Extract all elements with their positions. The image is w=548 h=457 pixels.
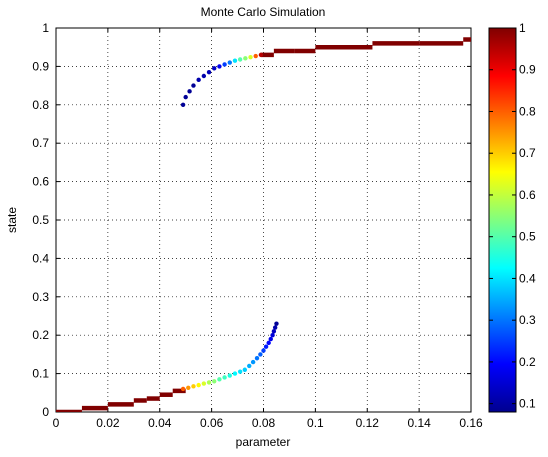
scatter-point bbox=[227, 60, 232, 65]
x-tick-label: 0.04 bbox=[148, 416, 172, 430]
scatter-point bbox=[206, 380, 212, 385]
grid-lines bbox=[56, 28, 471, 412]
colorbar-gradient bbox=[488, 27, 517, 413]
x-axis-label: parameter bbox=[236, 435, 291, 449]
y-tick-label: 0.2 bbox=[32, 328, 49, 342]
colorbar-ticks: 0.1 0.2 0.3 0.4 0.5 0.6 0.7 0.8 0.9 1 bbox=[489, 21, 536, 411]
scatter-point bbox=[232, 371, 238, 376]
scatter-point bbox=[201, 73, 207, 79]
scatter-point bbox=[242, 367, 248, 372]
colorbar-tick-label: 0.9 bbox=[519, 63, 536, 77]
scatter-point bbox=[258, 52, 264, 58]
colorbar-tick-label: 0.3 bbox=[519, 313, 536, 327]
y-tick-label: 0.4 bbox=[32, 251, 49, 265]
scatter-point bbox=[272, 325, 278, 330]
colorbar: 0.1 0.2 0.3 0.4 0.5 0.6 0.7 0.8 0.9 1 bbox=[488, 21, 536, 413]
scatter-point bbox=[222, 62, 227, 67]
x-axis: 0 0.02 0.04 0.06 0.08 0.1 0.12 0.14 0.16 bbox=[53, 28, 483, 430]
y-tick-label: 0.9 bbox=[32, 59, 49, 73]
y-tick-label: 0.1 bbox=[32, 367, 49, 381]
y-tick-label: 0 bbox=[42, 405, 49, 419]
y-axis: 0 0.1 0.2 0.3 0.4 0.5 0.6 0.7 0.8 0.9 1 bbox=[32, 21, 471, 419]
x-tick-label: 0 bbox=[53, 416, 60, 430]
scatter-point bbox=[247, 363, 252, 369]
scatter-point bbox=[268, 336, 273, 342]
scatter-point bbox=[237, 369, 243, 374]
y-tick-label: 0.3 bbox=[32, 290, 49, 304]
x-tick-label: 0.14 bbox=[407, 416, 431, 430]
colorbar-tick-label: 0.4 bbox=[519, 271, 536, 285]
y-tick-label: 0.8 bbox=[32, 98, 49, 112]
colorbar-tick-label: 0.1 bbox=[519, 397, 536, 411]
scatter-point bbox=[250, 359, 256, 365]
scatter-point bbox=[254, 356, 260, 361]
scatter-point bbox=[237, 57, 243, 62]
scatter-point bbox=[217, 377, 222, 382]
x-tick-label: 0.02 bbox=[96, 416, 120, 430]
scatter-point bbox=[212, 379, 217, 384]
x-tick-label: 0.08 bbox=[252, 416, 276, 430]
x-tick-label: 0.06 bbox=[200, 416, 224, 430]
y-tick-label: 1 bbox=[42, 21, 49, 35]
scatter-point bbox=[191, 384, 196, 389]
scatter-points bbox=[180, 52, 279, 392]
chart-title: Monte Carlo Simulation bbox=[201, 5, 326, 19]
scatter-point bbox=[274, 321, 279, 326]
scatter-point bbox=[180, 386, 186, 392]
scatter-point bbox=[270, 333, 275, 338]
scatter-point bbox=[243, 56, 248, 61]
scatter-point bbox=[201, 381, 207, 386]
scatter-point bbox=[263, 344, 269, 349]
y-tick-label: 0.7 bbox=[32, 136, 49, 150]
x-tick-label: 0.16 bbox=[459, 416, 483, 430]
scatter-point bbox=[196, 382, 201, 388]
x-tick-label: 0.12 bbox=[356, 416, 380, 430]
scatter-point bbox=[183, 94, 188, 100]
scatter-point bbox=[212, 66, 217, 71]
colorbar-tick-label: 0.5 bbox=[519, 230, 536, 244]
scatter-point bbox=[222, 375, 227, 380]
scatter-point bbox=[248, 54, 253, 60]
scatter-point bbox=[186, 385, 191, 391]
scatter-point bbox=[217, 64, 222, 69]
scatter-point bbox=[258, 352, 263, 357]
y-tick-label: 0.6 bbox=[32, 175, 49, 189]
y-tick-label: 0.5 bbox=[32, 213, 49, 227]
scatter-point bbox=[191, 83, 196, 88]
scatter-point bbox=[187, 89, 192, 94]
scatter-point bbox=[253, 53, 258, 59]
colorbar-tick-label: 1 bbox=[519, 21, 526, 35]
scatter-point bbox=[227, 373, 232, 378]
scatter-point bbox=[206, 69, 212, 75]
colorbar-tick-label: 0.2 bbox=[519, 355, 536, 369]
scatter-point bbox=[261, 348, 266, 353]
colorbar-tick-label: 0.6 bbox=[519, 188, 536, 202]
scatter-point bbox=[271, 329, 277, 334]
colorbar-tick-label: 0.8 bbox=[519, 104, 536, 118]
scatter-point bbox=[266, 340, 271, 346]
scatter-point bbox=[196, 77, 201, 83]
scatter-point bbox=[232, 58, 238, 63]
y-axis-label: state bbox=[5, 207, 19, 233]
scatter-point bbox=[180, 102, 186, 108]
colorbar-tick-label: 0.7 bbox=[519, 146, 536, 160]
x-tick-label: 0.1 bbox=[307, 416, 324, 430]
step-segments bbox=[56, 37, 471, 412]
